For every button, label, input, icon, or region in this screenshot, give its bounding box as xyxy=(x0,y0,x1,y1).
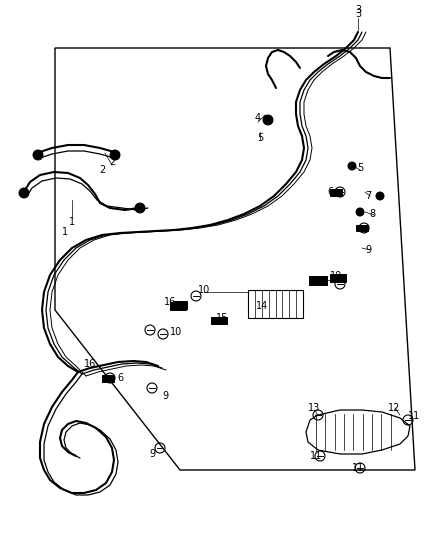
Text: 5: 5 xyxy=(357,163,363,173)
Circle shape xyxy=(19,188,29,198)
Circle shape xyxy=(376,192,384,200)
Text: 16: 16 xyxy=(84,359,96,369)
Bar xyxy=(356,225,368,231)
Circle shape xyxy=(33,150,43,160)
Text: 9: 9 xyxy=(162,391,168,401)
Text: 2: 2 xyxy=(99,165,105,175)
Text: 8: 8 xyxy=(369,209,375,219)
Bar xyxy=(211,317,225,324)
Text: 16: 16 xyxy=(164,297,176,307)
Text: 1: 1 xyxy=(62,227,68,237)
Text: 12: 12 xyxy=(388,403,400,413)
Text: 4: 4 xyxy=(255,113,261,123)
Text: 13: 13 xyxy=(308,403,320,413)
Text: 11: 11 xyxy=(310,451,322,461)
Bar xyxy=(173,301,187,309)
Text: 6: 6 xyxy=(361,225,367,235)
Circle shape xyxy=(110,150,120,160)
Bar xyxy=(330,189,342,196)
Text: 10: 10 xyxy=(330,271,342,281)
Text: 15: 15 xyxy=(216,313,228,323)
Text: 3: 3 xyxy=(355,5,361,15)
Text: 11: 11 xyxy=(408,411,420,421)
Text: 3: 3 xyxy=(355,9,361,19)
Bar xyxy=(102,375,114,382)
Text: 1: 1 xyxy=(69,217,75,227)
Bar xyxy=(330,274,346,282)
Circle shape xyxy=(263,115,273,125)
Circle shape xyxy=(348,162,356,170)
Text: 10: 10 xyxy=(170,327,182,337)
Circle shape xyxy=(135,203,145,213)
Text: 9: 9 xyxy=(365,245,371,255)
Bar xyxy=(213,317,227,324)
Circle shape xyxy=(356,208,364,216)
Bar xyxy=(170,302,186,310)
Text: 10: 10 xyxy=(198,285,210,295)
Text: 9: 9 xyxy=(149,449,155,459)
Text: 6: 6 xyxy=(117,373,123,383)
Text: 5: 5 xyxy=(257,133,263,143)
Text: 7: 7 xyxy=(365,191,371,201)
Text: 11: 11 xyxy=(352,463,364,473)
Text: 2: 2 xyxy=(109,157,115,167)
Text: 14: 14 xyxy=(256,301,268,311)
Text: 6: 6 xyxy=(327,187,333,197)
Bar xyxy=(248,290,303,318)
Bar xyxy=(309,276,327,285)
